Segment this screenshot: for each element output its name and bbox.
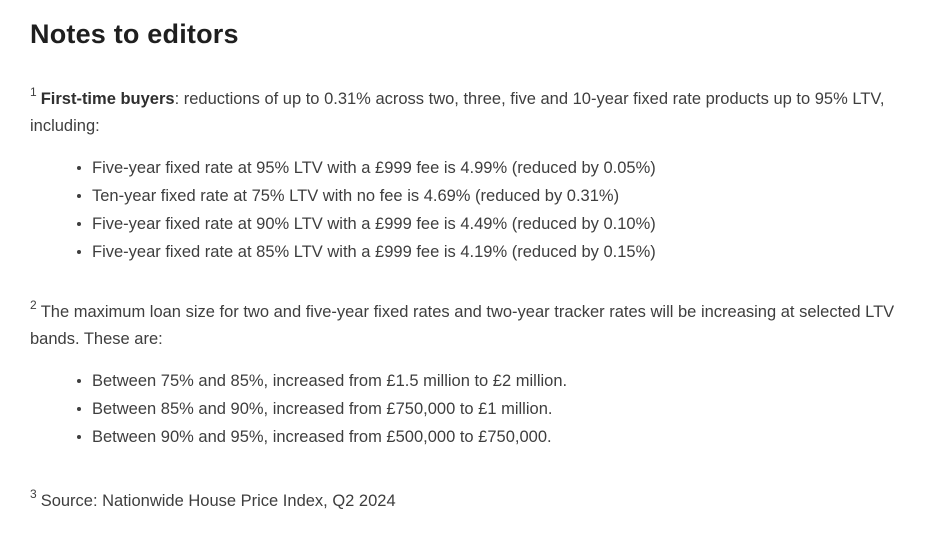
note-4-footnote: 4Source: Nationwide House Price Index, Q… [30, 542, 908, 547]
footnote-marker-2: 2 [30, 298, 37, 312]
list-item: Between 75% and 85%, increased from £1.5… [77, 367, 908, 395]
note-2-paragraph: 2 The maximum loan size for two and five-… [30, 292, 908, 353]
note-1-bullet-list: Five-year fixed rate at 95% LTV with a £… [30, 154, 908, 266]
list-item: Between 85% and 90%, increased from £750… [77, 395, 908, 423]
note-2-text: The maximum loan size for two and five-y… [30, 303, 895, 348]
list-item: Five-year fixed rate at 85% LTV with a £… [77, 238, 908, 266]
note-1-paragraph: 1 First-time buyers: reductions of up to … [30, 79, 908, 140]
list-item: Ten-year fixed rate at 75% LTV with no f… [77, 182, 908, 210]
list-item: Five-year fixed rate at 90% LTV with a £… [77, 210, 908, 238]
page-title: Notes to editors [30, 19, 239, 49]
note-1-lead-bold: First-time buyers [40, 90, 175, 108]
note-3-text: Source: Nationwide House Price Index, Q2… [40, 492, 396, 510]
footnote-marker-1: 1 [30, 85, 37, 99]
note-3-footnote: 3 Source: Nationwide House Price Index, Q… [30, 481, 908, 515]
list-item: Five-year fixed rate at 95% LTV with a £… [77, 154, 908, 182]
note-1-text: : reductions of up to 0.31% across two, … [30, 90, 885, 135]
list-item: Between 90% and 95%, increased from £500… [77, 423, 908, 451]
note-2-bullet-list: Between 75% and 85%, increased from £1.5… [30, 367, 908, 451]
footnote-marker-3: 3 [30, 487, 37, 501]
